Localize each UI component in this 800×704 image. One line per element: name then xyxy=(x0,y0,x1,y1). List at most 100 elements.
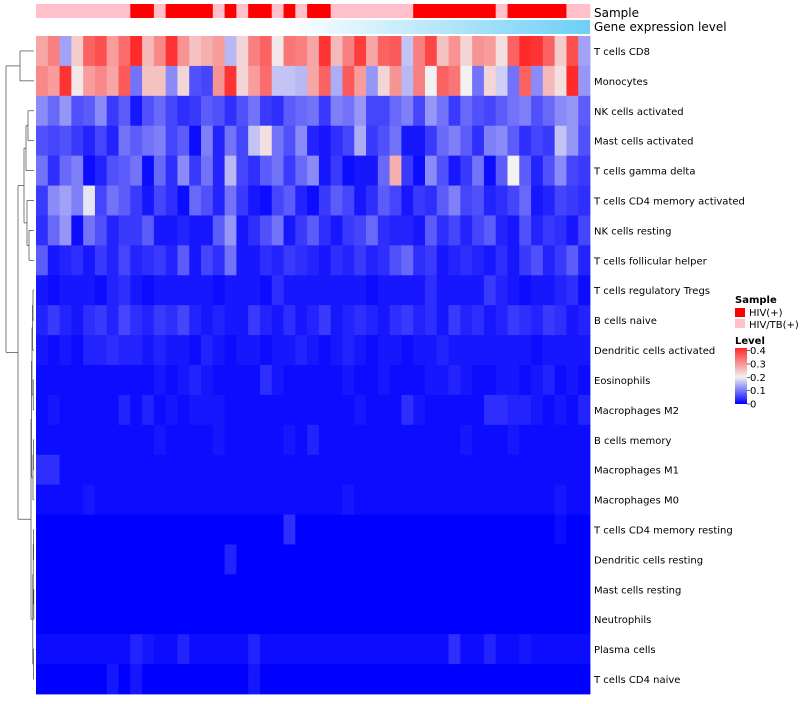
heatmap-cell xyxy=(413,65,426,97)
heatmap-cell xyxy=(318,335,332,366)
heatmap-cell xyxy=(47,335,60,366)
sample-cell xyxy=(424,4,438,18)
heatmap-cell xyxy=(448,664,461,695)
heatmap-cell xyxy=(295,305,308,336)
heatmap-cell xyxy=(248,125,261,157)
heatmap-cell xyxy=(330,245,343,276)
heatmap-cell xyxy=(283,335,296,366)
heatmap-cell xyxy=(94,95,108,127)
heatmap-cell xyxy=(153,514,167,545)
heatmap-cell xyxy=(542,36,556,67)
heatmap-cell xyxy=(330,574,343,605)
heatmap-cell xyxy=(401,275,414,306)
heatmap-cell xyxy=(189,664,202,695)
heatmap-cell xyxy=(377,245,391,276)
heatmap-cell xyxy=(165,95,178,127)
heatmap-cell xyxy=(71,36,84,67)
heatmap-cell xyxy=(177,65,190,97)
heatmap-cell xyxy=(307,394,320,426)
heatmap-cell xyxy=(295,574,308,605)
row-label: NK cells resting xyxy=(594,226,671,237)
heatmap-cell xyxy=(342,544,355,575)
heatmap-cell xyxy=(295,65,308,97)
heatmap-cell xyxy=(342,125,355,157)
heatmap-cell xyxy=(448,36,461,67)
heatmap-cell xyxy=(531,335,544,366)
heatmap-cell xyxy=(318,574,332,605)
heatmap-cell xyxy=(71,544,84,575)
heatmap-cell xyxy=(578,215,591,246)
heatmap-cell xyxy=(566,125,579,157)
heatmap-cell xyxy=(436,484,449,515)
heatmap-cell xyxy=(212,454,225,486)
heatmap-cell xyxy=(507,574,520,605)
heatmap-cell xyxy=(401,65,414,97)
heatmap-cell xyxy=(531,65,544,97)
heatmap-cell xyxy=(307,185,320,216)
sample-cell xyxy=(554,4,567,18)
heatmap-cell xyxy=(295,484,308,515)
heatmap-cell xyxy=(366,36,379,67)
heatmap-cell xyxy=(318,215,332,246)
sample-cell xyxy=(36,4,49,18)
heatmap-cell xyxy=(212,155,225,186)
heatmap-cell xyxy=(142,544,155,575)
heatmap-cell xyxy=(424,155,438,186)
heatmap-cell xyxy=(153,36,167,67)
heatmap-cell xyxy=(295,335,308,366)
heatmap-cell xyxy=(448,275,461,306)
heatmap-cell xyxy=(83,454,96,486)
heatmap-cell xyxy=(366,275,379,306)
heatmap-cell xyxy=(401,185,414,216)
heatmap-cell xyxy=(59,574,72,605)
heatmap-cell xyxy=(142,125,155,157)
heatmap-cell xyxy=(59,215,72,246)
sample-cell xyxy=(578,4,591,18)
row-label: Dendritic cells resting xyxy=(594,555,703,566)
heatmap-cell xyxy=(389,365,402,396)
heatmap-cell xyxy=(248,454,261,486)
heatmap-cell xyxy=(259,95,273,127)
heatmap-cell xyxy=(83,664,96,695)
heatmap-cell xyxy=(307,574,320,605)
heatmap-cell xyxy=(271,544,284,575)
heatmap-cell xyxy=(354,454,367,486)
heatmap-cell xyxy=(495,394,508,426)
heatmap-cell xyxy=(283,424,296,456)
heatmap-cell xyxy=(189,544,202,575)
heatmap-cell xyxy=(83,604,96,635)
heatmap-cell xyxy=(401,365,414,396)
row-label: Eosinophils xyxy=(594,376,650,387)
heatmap-cell xyxy=(118,335,131,366)
heatmap-cell xyxy=(342,424,355,456)
heatmap-cell xyxy=(189,245,202,276)
heatmap-cell xyxy=(189,215,202,246)
heatmap-cell xyxy=(177,215,190,246)
heatmap-cell xyxy=(401,574,414,605)
heatmap-cell xyxy=(47,664,60,695)
heatmap-cell xyxy=(212,65,225,97)
heatmap-cell xyxy=(224,65,237,97)
heatmap-cell xyxy=(389,544,402,575)
heatmap-cell xyxy=(342,275,355,306)
heatmap-cell xyxy=(189,484,202,515)
heatmap-cell xyxy=(495,424,508,456)
heatmap-cell xyxy=(130,484,143,515)
heatmap-cell xyxy=(436,394,449,426)
row-label: T cells gamma delta xyxy=(593,167,695,178)
heatmap-cell xyxy=(283,394,296,426)
heatmap-cell xyxy=(424,365,438,396)
heatmap-cell xyxy=(224,215,237,246)
heatmap-cell xyxy=(554,305,567,336)
heatmap-cell xyxy=(448,454,461,486)
heatmap-cell xyxy=(236,335,249,366)
heatmap-cell xyxy=(71,65,84,97)
heatmap-cell xyxy=(259,634,273,665)
heatmap-cell xyxy=(507,664,520,695)
legend-swatch-hiv xyxy=(735,308,745,317)
heatmap-cell xyxy=(318,65,332,97)
heatmap-cell xyxy=(436,125,449,157)
heatmap-cell xyxy=(165,544,178,575)
heatmap-cell xyxy=(212,424,225,456)
heatmap-cell xyxy=(83,95,96,127)
